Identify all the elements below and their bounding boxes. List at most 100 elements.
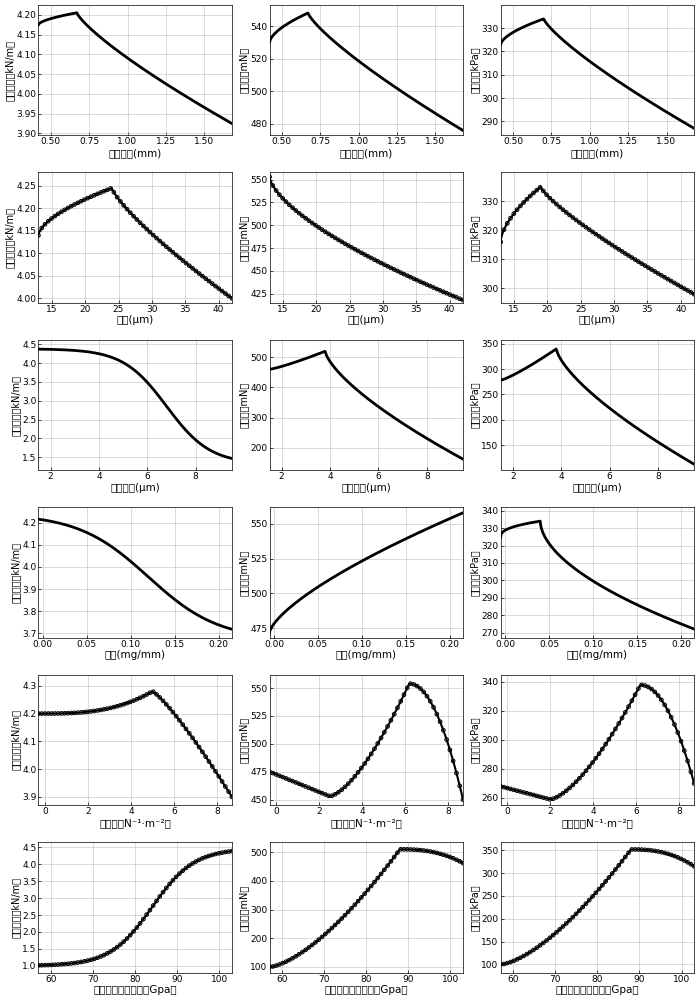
Point — [421, 688, 433, 704]
Point — [431, 281, 442, 297]
Point — [226, 290, 238, 306]
Point — [649, 263, 661, 279]
Point — [102, 945, 113, 961]
Point — [498, 222, 510, 238]
Point — [33, 706, 44, 722]
Point — [359, 247, 370, 263]
Point — [577, 899, 589, 915]
Point — [177, 863, 188, 879]
Point — [213, 845, 224, 861]
Point — [623, 845, 634, 861]
Point — [398, 266, 410, 282]
Point — [36, 957, 48, 973]
Point — [319, 786, 331, 802]
Point — [39, 706, 50, 722]
Point — [551, 924, 562, 940]
Point — [435, 846, 446, 862]
Point — [663, 703, 674, 719]
Point — [574, 214, 585, 230]
Point — [590, 885, 601, 901]
Point — [663, 846, 674, 862]
Point — [451, 765, 462, 781]
Point — [79, 953, 90, 969]
Point — [340, 907, 351, 923]
Point — [147, 227, 159, 243]
Point — [675, 733, 686, 749]
Point — [395, 265, 406, 281]
Point — [415, 681, 426, 697]
Point — [447, 753, 459, 769]
Point — [33, 227, 44, 243]
Point — [603, 869, 614, 885]
Point — [294, 946, 305, 962]
Point — [431, 845, 442, 861]
Point — [395, 841, 406, 857]
Point — [557, 202, 568, 218]
Point — [164, 876, 175, 892]
Point — [610, 239, 621, 255]
Point — [438, 847, 449, 863]
Point — [85, 952, 96, 968]
Point — [171, 708, 182, 724]
Point — [197, 268, 208, 284]
Point — [640, 842, 651, 858]
Point — [274, 956, 285, 972]
Point — [535, 789, 546, 805]
Point — [271, 183, 282, 199]
Point — [679, 743, 690, 759]
Point — [630, 687, 641, 703]
Point — [36, 220, 48, 236]
Point — [72, 195, 83, 211]
Point — [313, 784, 324, 800]
Point — [580, 763, 591, 779]
Point — [451, 289, 462, 305]
Y-axis label: 耐破度（kPa）: 耐破度（kPa） — [470, 717, 480, 763]
Point — [207, 758, 218, 774]
Point — [187, 855, 198, 871]
Point — [564, 207, 575, 223]
Point — [538, 790, 549, 806]
Point — [171, 247, 182, 263]
Point — [512, 783, 523, 799]
Point — [495, 956, 506, 972]
Point — [649, 684, 661, 700]
Point — [138, 688, 149, 704]
Point — [379, 862, 390, 878]
Point — [441, 732, 452, 748]
Point — [600, 233, 611, 249]
Point — [66, 198, 77, 214]
Point — [223, 288, 234, 304]
X-axis label: 纤维壁厚(μm): 纤维壁厚(μm) — [572, 483, 622, 493]
Point — [147, 684, 159, 700]
Point — [652, 265, 663, 281]
Point — [505, 210, 516, 226]
Point — [154, 689, 166, 705]
Point — [557, 918, 568, 934]
Point — [92, 950, 103, 966]
Point — [656, 692, 667, 708]
Point — [108, 699, 120, 715]
Point — [287, 200, 298, 216]
Point — [128, 923, 139, 939]
Point — [326, 920, 338, 936]
Point — [317, 929, 328, 945]
Point — [303, 780, 315, 796]
Point — [415, 842, 426, 858]
Point — [46, 957, 57, 973]
Point — [89, 703, 100, 719]
Point — [672, 849, 684, 865]
Point — [213, 281, 224, 297]
Point — [672, 277, 684, 293]
Point — [584, 759, 595, 775]
Point — [157, 884, 168, 900]
Point — [190, 854, 201, 870]
Point — [271, 958, 282, 974]
Point — [502, 955, 513, 971]
Point — [689, 286, 699, 302]
Point — [46, 706, 57, 722]
Point — [682, 282, 693, 298]
X-axis label: 重均长度(mm): 重均长度(mm) — [571, 148, 624, 158]
Point — [425, 844, 436, 860]
Y-axis label: 抗张强度（kN/m）: 抗张强度（kN/m） — [10, 877, 20, 938]
Point — [375, 255, 387, 271]
